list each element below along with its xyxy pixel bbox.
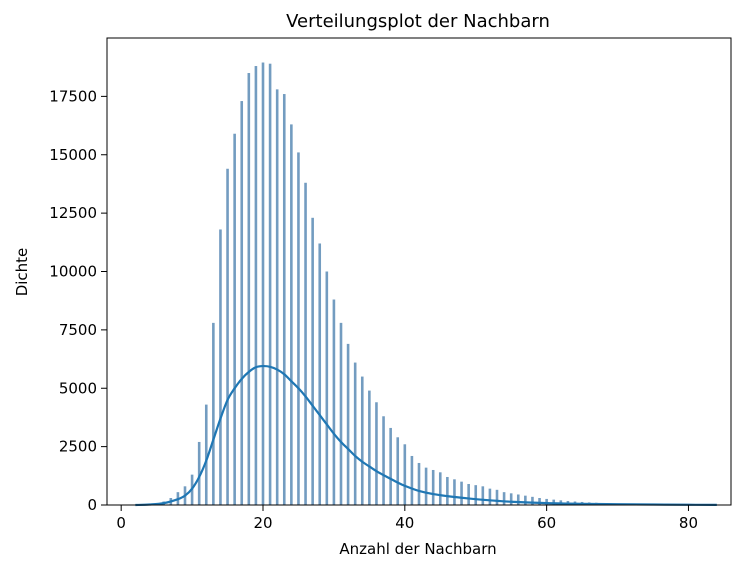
histogram-bar	[396, 437, 400, 505]
histogram-bar	[332, 299, 336, 505]
histogram-bar	[219, 229, 222, 505]
histogram-bar	[453, 479, 456, 505]
histogram-bar	[502, 492, 506, 505]
histogram-bar	[311, 217, 314, 506]
histogram-bar	[304, 182, 307, 505]
histogram-bar	[297, 152, 300, 506]
y-axis-ticks: 0 2500 5000 7500 10000 12500 15000 17500	[49, 87, 107, 514]
y-axis-label: Dichte	[13, 248, 31, 297]
histogram-bar	[460, 481, 463, 505]
histogram-bar	[389, 427, 392, 505]
histogram-bar	[474, 485, 478, 505]
histogram-bar	[438, 472, 442, 505]
x-tick-label: 80	[679, 514, 698, 532]
chart-title: Verteilungsplot der Nachbarn	[286, 11, 550, 32]
histogram-bar	[424, 467, 428, 505]
histogram-bar	[339, 322, 343, 505]
histogram-bar	[346, 343, 350, 505]
histogram-bar	[488, 488, 492, 505]
histogram-bar	[268, 63, 272, 505]
histogram-bar	[240, 101, 244, 506]
histogram-bar	[368, 390, 371, 505]
histogram-bar	[467, 483, 470, 505]
y-tick-label: 17500	[49, 87, 97, 105]
histogram-bar	[204, 404, 208, 505]
histogram-bar	[233, 133, 236, 506]
x-tick-label: 20	[253, 514, 272, 532]
x-tick-label: 60	[537, 514, 556, 532]
histogram-bar	[197, 441, 201, 505]
histogram-bar	[318, 243, 322, 506]
y-tick-label: 10000	[49, 263, 97, 281]
histogram-bar	[509, 493, 513, 505]
histogram-bar	[531, 496, 534, 505]
histogram-bar	[403, 444, 407, 505]
x-tick-label: 0	[116, 514, 126, 532]
histogram-bar	[524, 495, 527, 505]
histogram-bar	[417, 462, 421, 505]
histogram-bar	[247, 73, 251, 506]
histogram-bar	[275, 89, 279, 506]
y-tick-label: 15000	[49, 146, 97, 164]
x-axis-label: Anzahl der Nachbarn	[339, 540, 496, 558]
histogram-bar	[545, 498, 548, 505]
histogram-bar	[254, 66, 258, 506]
histogram-bar	[360, 376, 364, 505]
histogram-bars	[134, 62, 719, 506]
histogram-bar	[212, 322, 215, 505]
histogram-bar	[261, 62, 265, 506]
histogram-bar	[516, 494, 520, 505]
histogram-bar	[382, 416, 385, 505]
y-tick-label: 12500	[49, 204, 97, 222]
histogram-bar	[431, 469, 435, 505]
y-tick-label: 2500	[59, 438, 97, 456]
kde-line	[135, 364, 717, 507]
histogram-bar	[538, 498, 541, 505]
y-tick-label: 5000	[59, 379, 97, 397]
x-axis-ticks: 0 20 40 60 80	[116, 505, 698, 532]
x-tick-label: 40	[395, 514, 414, 532]
histogram-bar	[290, 124, 293, 506]
histogram-bar	[410, 455, 414, 505]
histogram-bar	[375, 402, 378, 505]
histogram-bar	[226, 168, 229, 505]
histogram-bar	[353, 362, 357, 505]
y-tick-label: 0	[87, 496, 97, 514]
y-tick-label: 7500	[59, 321, 97, 339]
histogram-bar	[325, 271, 329, 505]
histogram-bar	[495, 489, 499, 505]
histogram-bar	[446, 476, 449, 505]
histogram-bar	[481, 486, 485, 505]
histogram-bar	[282, 94, 286, 505]
